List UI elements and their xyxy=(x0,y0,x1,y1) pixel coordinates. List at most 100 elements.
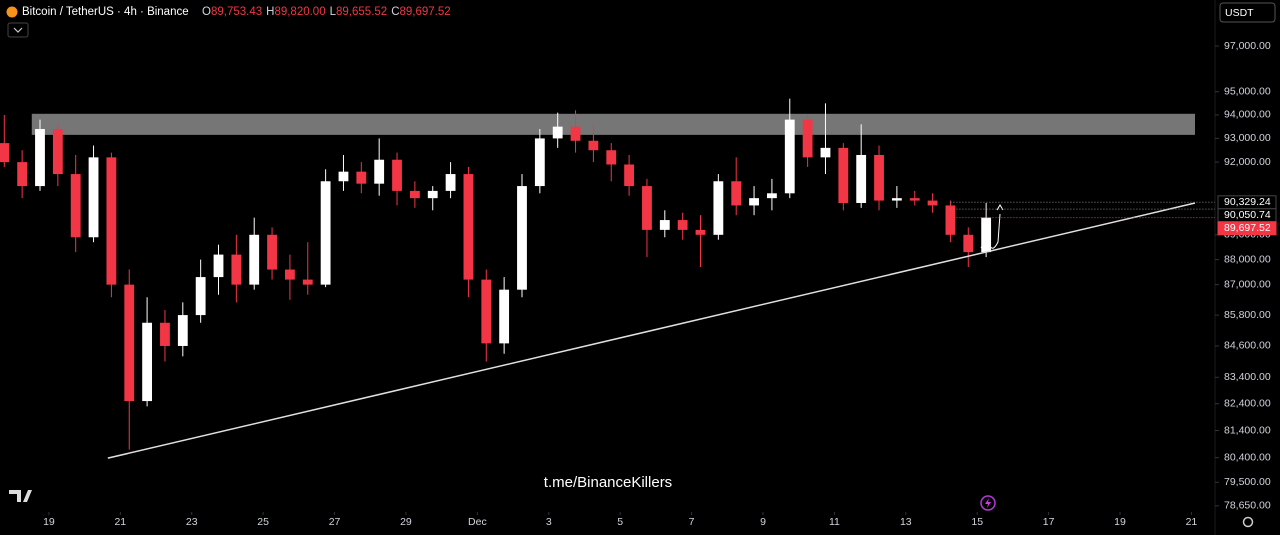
candle-body xyxy=(0,143,10,163)
x-tick-label: 7 xyxy=(689,516,695,528)
candle-body xyxy=(570,126,581,141)
x-tick-label: 21 xyxy=(114,516,126,528)
candle-body xyxy=(427,190,438,199)
x-tick-label: 29 xyxy=(400,516,412,528)
candle-body xyxy=(35,128,45,187)
bolt xyxy=(985,498,991,508)
candle-body xyxy=(392,159,402,191)
ohlc-value: 89,697.52 xyxy=(400,6,451,18)
candle-body xyxy=(624,164,635,187)
candle-body xyxy=(856,154,867,204)
candle-body xyxy=(749,198,759,206)
candle-body xyxy=(767,193,777,199)
candle-body xyxy=(588,140,599,151)
candle-body xyxy=(695,229,706,235)
candle-body xyxy=(160,322,170,346)
x-tick-label: 5 xyxy=(617,516,623,528)
projection-arrow xyxy=(980,213,1001,249)
candle-body xyxy=(981,217,992,253)
candle-body xyxy=(249,234,260,285)
candle-body xyxy=(177,315,188,346)
chevron xyxy=(13,27,23,33)
candle-body xyxy=(606,150,617,165)
currency-label: USDT xyxy=(1225,7,1254,19)
watermark: t.me/BinanceKillers xyxy=(544,474,672,491)
alert-icon[interactable] xyxy=(980,495,996,511)
candle-body xyxy=(802,119,813,158)
y-tick-label: 78,650.00 xyxy=(1224,500,1271,512)
x-tick-label: 11 xyxy=(829,516,840,528)
candle-body xyxy=(356,171,367,184)
collapse-button[interactable] xyxy=(7,22,29,38)
price-label-box xyxy=(1217,221,1277,236)
y-tick-label: 92,000.00 xyxy=(1224,156,1271,168)
candle-body xyxy=(784,119,795,194)
x-tick-label: 17 xyxy=(1043,516,1055,528)
x-tick-label: 9 xyxy=(760,516,766,528)
candle-body xyxy=(945,205,956,235)
settings-icon[interactable] xyxy=(1242,516,1254,528)
candle-body xyxy=(267,234,277,270)
y-tick-label: 87,000.00 xyxy=(1224,278,1271,290)
y-tick-label: 82,400.00 xyxy=(1224,398,1271,410)
ohlc-key: L xyxy=(330,6,337,18)
tv-logo xyxy=(9,490,32,502)
ohlc-text: O89,753.43 H89,820.00 L89,655.52 C89,697.52 xyxy=(202,6,451,18)
candle-body xyxy=(731,181,742,206)
candle-body xyxy=(713,181,724,235)
candle-body xyxy=(142,322,153,402)
resistance-zone xyxy=(31,113,1196,135)
y-tick-label: 79,500.00 xyxy=(1224,476,1271,488)
y-tick-label: 88,000.00 xyxy=(1224,253,1271,265)
arrow-head xyxy=(996,204,1004,211)
ohlc-key: H xyxy=(266,6,274,18)
ohlc-key: C xyxy=(391,6,399,18)
candle-body xyxy=(231,254,242,285)
candle-body xyxy=(213,254,224,278)
y-tick-label: 94,000.00 xyxy=(1224,109,1271,121)
candle-body xyxy=(445,174,456,191)
x-tick-label: 21 xyxy=(1186,516,1198,528)
y-tick-label: 83,400.00 xyxy=(1224,371,1271,383)
candle-body xyxy=(642,186,652,230)
candle-body xyxy=(891,198,902,201)
y-tick-label: 81,400.00 xyxy=(1224,424,1271,436)
ohlc-value: 89,655.52 xyxy=(336,6,387,18)
x-tick-label: 19 xyxy=(1114,516,1126,528)
y-tick-label: 85,800.00 xyxy=(1224,309,1271,321)
candle-body xyxy=(927,200,938,206)
candle-body xyxy=(552,126,563,139)
candle-body xyxy=(124,284,135,402)
y-tick-label: 84,600.00 xyxy=(1224,340,1271,352)
price-label: 89,697.52 xyxy=(1224,222,1271,234)
x-tick-label: 27 xyxy=(329,516,341,528)
candle-body xyxy=(409,190,420,199)
trendline xyxy=(107,202,1196,459)
ohlc-value: 89,753.43 xyxy=(211,6,262,18)
x-tick-label: 15 xyxy=(971,516,983,528)
candle-body xyxy=(17,162,28,187)
candle-body xyxy=(963,234,974,253)
candle-body xyxy=(52,128,63,175)
coin-icon xyxy=(6,6,18,18)
candle-body xyxy=(517,186,527,290)
candle-body xyxy=(338,171,349,182)
price-label: 90,329.24 xyxy=(1224,196,1271,208)
candle-body xyxy=(874,154,884,201)
ohlc-value: 89,820.00 xyxy=(274,6,325,18)
x-tick-label: 3 xyxy=(546,516,552,528)
ohlc-key: O xyxy=(202,6,211,18)
candle-body xyxy=(838,147,849,204)
x-tick-label: 25 xyxy=(257,516,269,528)
y-tick-label: 93,000.00 xyxy=(1224,132,1271,144)
currency-button[interactable] xyxy=(1219,2,1276,23)
plot-area xyxy=(0,98,1196,459)
x-tick-label: 19 xyxy=(43,516,55,528)
y-tick-label: 95,000.00 xyxy=(1224,86,1271,98)
symbol-title: Bitcoin / TetherUS · 4h · Binance xyxy=(22,6,189,18)
candle-body xyxy=(320,181,331,285)
candle-body xyxy=(820,147,831,158)
candle-body xyxy=(70,174,81,238)
